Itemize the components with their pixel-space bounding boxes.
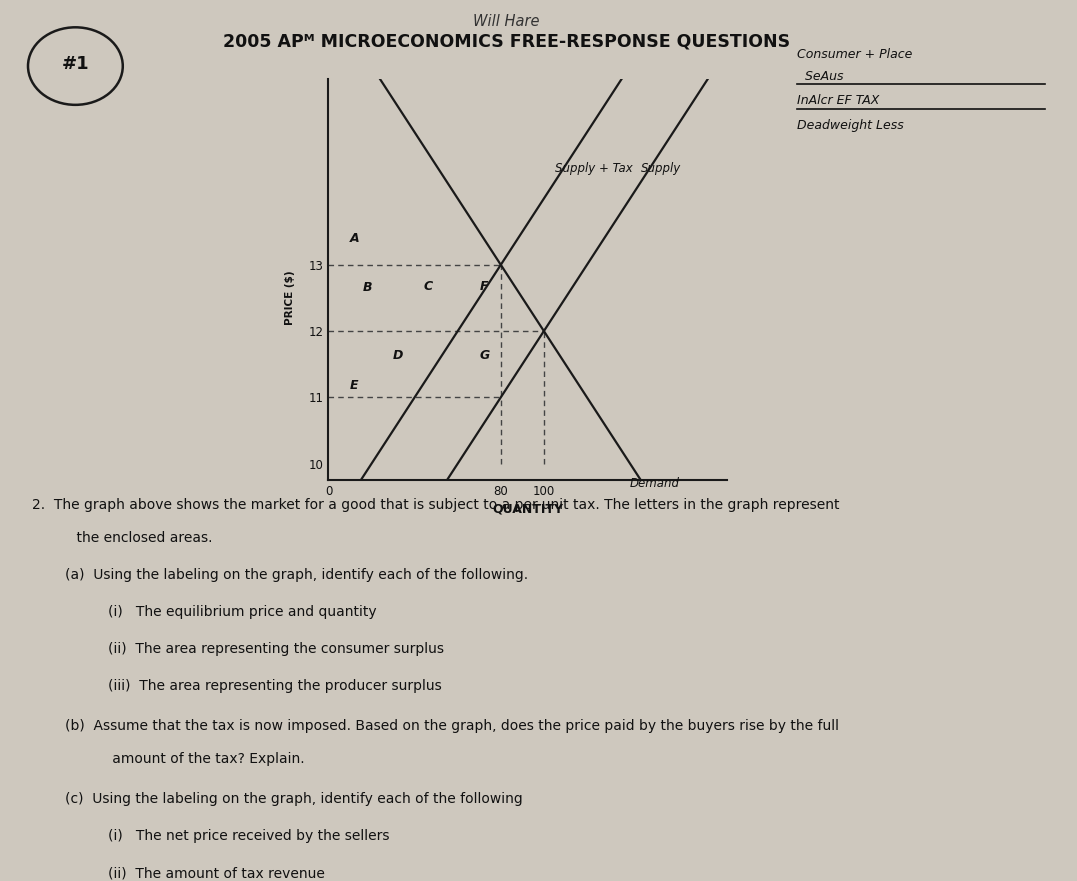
Text: Supply + Tax: Supply + Tax [555,162,632,175]
Text: (a)  Using the labeling on the graph, identify each of the following.: (a) Using the labeling on the graph, ide… [65,568,528,582]
Text: (ii)  The area representing the consumer surplus: (ii) The area representing the consumer … [108,641,448,655]
Text: InAlcr EF TAX: InAlcr EF TAX [797,94,879,107]
Text: Will Hare: Will Hare [473,14,540,29]
Text: Consumer + Place: Consumer + Place [797,48,912,62]
Text: Demand: Demand [630,477,680,490]
Text: (ii)  The amount of tax revenue: (ii) The amount of tax revenue [108,866,324,880]
Text: E: E [350,380,359,392]
Text: G: G [479,349,490,362]
Text: B: B [363,281,373,294]
Text: C: C [423,280,432,293]
Text: (i)   The net price received by the sellers: (i) The net price received by the seller… [108,829,389,843]
X-axis label: QUANTITY: QUANTITY [492,502,563,515]
Text: A: A [350,232,360,245]
Text: F: F [479,280,488,293]
Text: 2005 APᴹ MICROECONOMICS FREE-RESPONSE QUESTIONS: 2005 APᴹ MICROECONOMICS FREE-RESPONSE QU… [223,33,789,50]
Text: SeAus: SeAus [797,70,843,83]
Text: PRICE ($): PRICE ($) [284,270,295,325]
Text: Deadweight Less: Deadweight Less [797,119,904,132]
Text: (iii)  The area representing the producer surplus: (iii) The area representing the producer… [108,678,446,692]
Text: the enclosed areas.: the enclosed areas. [59,531,213,545]
Text: (i)   The equilibrium price and quantity: (i) The equilibrium price and quantity [108,605,380,618]
Text: (c)  Using the labeling on the graph, identify each of the following: (c) Using the labeling on the graph, ide… [65,792,527,806]
Text: Supply: Supply [641,162,681,175]
Text: amount of the tax? Explain.: amount of the tax? Explain. [86,752,305,766]
Text: D: D [393,349,404,362]
Text: #1: #1 [61,56,89,73]
Text: 2.  The graph above shows the market for a good that is subject to a per-unit ta: 2. The graph above shows the market for … [32,498,840,512]
Text: (b)  Assume that the tax is now imposed. Based on the graph, does the price paid: (b) Assume that the tax is now imposed. … [65,719,839,733]
